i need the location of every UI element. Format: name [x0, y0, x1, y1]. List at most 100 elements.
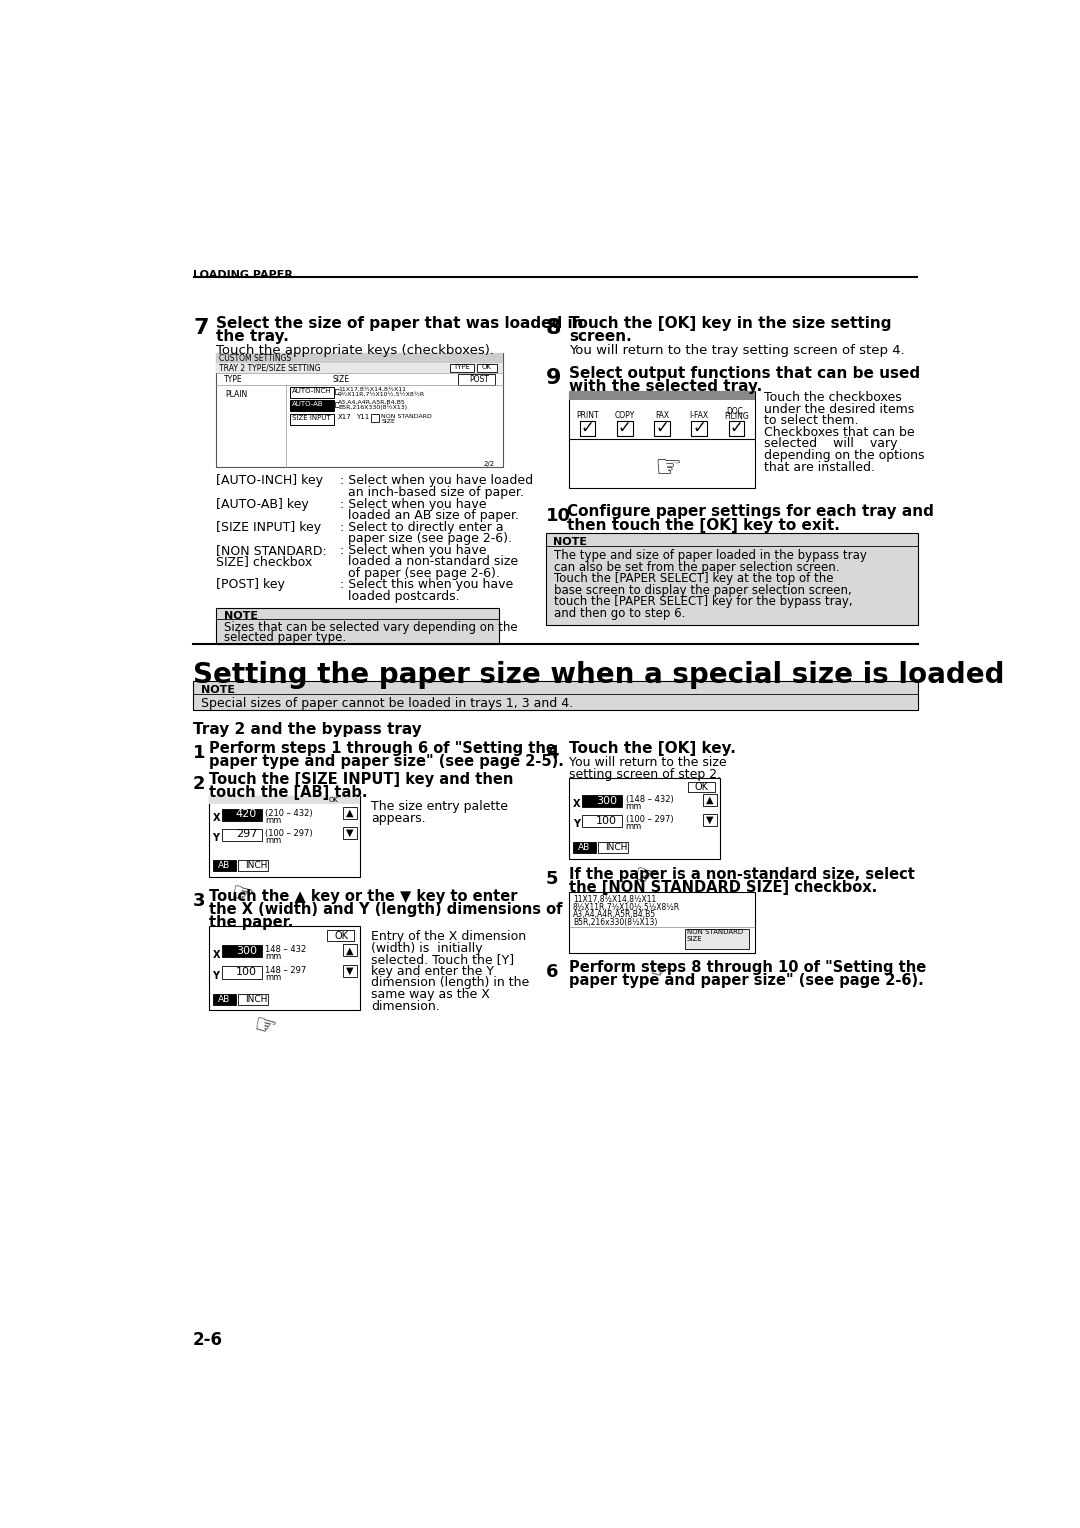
Text: to select them.: to select them. — [765, 414, 859, 428]
Text: same way as the X: same way as the X — [372, 989, 490, 1001]
Text: Touch the [OK] key.: Touch the [OK] key. — [569, 741, 735, 756]
Text: ✓: ✓ — [618, 419, 632, 437]
Bar — [569, 391, 755, 487]
Bar — [598, 842, 627, 853]
Text: You will return to the size: You will return to the size — [569, 756, 727, 769]
Text: 9½X11R,7½X10½,5½X8½R: 9½X11R,7½X10½,5½X8½R — [338, 393, 426, 397]
Text: can also be set from the paper selection screen.: can also be set from the paper selection… — [554, 561, 839, 573]
Text: FAX: FAX — [654, 411, 670, 420]
Text: 7: 7 — [193, 318, 208, 338]
Bar — [238, 860, 268, 871]
Bar — [342, 807, 356, 819]
Text: (width) is  initially: (width) is initially — [372, 941, 483, 955]
Text: AB: AB — [218, 860, 230, 869]
Bar — [216, 353, 503, 466]
Text: ✓: ✓ — [729, 419, 743, 437]
Text: Setting the paper size when a special size is loaded: Setting the paper size when a special si… — [193, 660, 1004, 689]
Text: COPY: COPY — [615, 411, 635, 420]
Text: (100 – 297): (100 – 297) — [266, 828, 313, 837]
Text: DOC.: DOC. — [727, 406, 746, 416]
Text: dimension.: dimension. — [372, 999, 441, 1013]
Bar — [458, 374, 496, 385]
Text: depending on the options: depending on the options — [765, 449, 924, 461]
Bar — [221, 808, 262, 821]
Text: SIZE: SIZE — [381, 419, 395, 423]
Text: X: X — [213, 949, 220, 960]
Text: selected. Touch the [Y]: selected. Touch the [Y] — [372, 953, 514, 966]
Text: ☞: ☞ — [228, 882, 256, 911]
Text: 1: 1 — [193, 744, 205, 762]
Text: 2-6: 2-6 — [193, 1331, 224, 1349]
Text: an inch-based size of paper.: an inch-based size of paper. — [340, 486, 524, 500]
Text: NOTE: NOTE — [225, 611, 258, 620]
Text: ✓: ✓ — [581, 419, 594, 437]
Text: mm: mm — [625, 802, 642, 811]
Text: TYPE: TYPE — [225, 374, 243, 384]
Text: screen.: screen. — [569, 329, 632, 344]
Text: NOTE: NOTE — [554, 536, 588, 547]
Text: selected    will    vary: selected will vary — [765, 437, 897, 451]
Text: LOADING PAPER: LOADING PAPER — [193, 270, 293, 280]
Text: OK: OK — [482, 364, 491, 370]
Bar — [691, 420, 707, 435]
Text: the tray.: the tray. — [216, 329, 289, 344]
Text: AUTO-INCH: AUTO-INCH — [293, 388, 332, 394]
Text: paper size (see page 2-6).: paper size (see page 2-6). — [340, 532, 512, 545]
Text: AUTO-AB: AUTO-AB — [293, 402, 324, 408]
Bar — [221, 828, 262, 840]
Text: the [NON STANDARD SIZE] checkbox.: the [NON STANDARD SIZE] checkbox. — [569, 880, 877, 895]
Text: 10: 10 — [545, 507, 570, 524]
Text: 2/2: 2/2 — [484, 460, 495, 466]
Text: 2: 2 — [193, 775, 205, 793]
Text: Entry of the X dimension: Entry of the X dimension — [372, 931, 527, 943]
Bar — [703, 814, 717, 827]
Text: mm: mm — [625, 822, 642, 831]
Text: Touch the [OK] key in the size setting: Touch the [OK] key in the size setting — [569, 316, 891, 330]
Text: [AUTO-AB] key: [AUTO-AB] key — [216, 498, 309, 510]
Text: Touch the ▲ key or the ▼ key to enter: Touch the ▲ key or the ▼ key to enter — [208, 889, 517, 903]
Text: 6: 6 — [545, 963, 558, 981]
Text: Checkboxes that can be: Checkboxes that can be — [765, 426, 915, 439]
Text: The type and size of paper loaded in the bypass tray: The type and size of paper loaded in the… — [554, 549, 866, 562]
Text: ▼: ▼ — [346, 966, 353, 976]
Bar — [476, 364, 497, 371]
Bar — [688, 782, 715, 793]
Text: POST: POST — [469, 374, 489, 384]
Text: loaded an AB size of paper.: loaded an AB size of paper. — [340, 509, 519, 523]
Text: touch the [PAPER SELECT] key for the bypass tray,: touch the [PAPER SELECT] key for the byp… — [554, 596, 852, 608]
Text: OK: OK — [328, 798, 339, 804]
Bar — [291, 388, 334, 399]
Text: Y11: Y11 — [356, 414, 369, 420]
Text: X: X — [572, 799, 580, 810]
Text: 4: 4 — [545, 744, 558, 762]
Text: FILING: FILING — [724, 413, 748, 422]
Text: B5R,216X330(8½X13): B5R,216X330(8½X13) — [338, 405, 407, 411]
Text: Touch the [SIZE INPUT] key and then: Touch the [SIZE INPUT] key and then — [208, 772, 513, 787]
Text: If the paper is a non-standard size, select: If the paper is a non-standard size, sel… — [569, 866, 915, 882]
Bar — [327, 931, 354, 941]
Text: Touch the appropriate keys (checkboxes).: Touch the appropriate keys (checkboxes). — [216, 344, 495, 356]
Bar — [654, 420, 670, 435]
Text: 11X17,8½X14,8½X11: 11X17,8½X14,8½X11 — [572, 895, 657, 905]
Text: dimension (length) in the: dimension (length) in the — [372, 976, 529, 990]
Text: [NON STANDARD:: [NON STANDARD: — [216, 544, 327, 556]
Bar — [342, 827, 356, 839]
Text: setting screen of step 2.: setting screen of step 2. — [569, 767, 721, 781]
Text: 5: 5 — [545, 871, 558, 888]
Text: 148 – 432: 148 – 432 — [266, 944, 307, 953]
Text: SIZE: SIZE — [687, 937, 702, 943]
Bar — [372, 414, 379, 422]
Text: under the desired items: under the desired items — [765, 403, 915, 416]
Text: INCH: INCH — [606, 843, 627, 853]
Text: B5R,216x330(8½X13): B5R,216x330(8½X13) — [572, 918, 658, 927]
Text: and then go to step 6.: and then go to step 6. — [554, 607, 685, 620]
Text: [AUTO-INCH] key: [AUTO-INCH] key — [216, 474, 323, 487]
Text: then touch the [OK] key to exit.: then touch the [OK] key to exit. — [567, 518, 840, 533]
Text: Configure paper settings for each tray and: Configure paper settings for each tray a… — [567, 504, 934, 520]
Text: INCH: INCH — [245, 860, 268, 869]
Text: : Select this when you have: : Select this when you have — [340, 579, 514, 591]
Text: paper type and paper size" (see page 2-5).: paper type and paper size" (see page 2-5… — [208, 753, 564, 769]
Bar — [216, 362, 503, 373]
Text: X17: X17 — [338, 414, 352, 420]
Bar — [582, 814, 622, 827]
